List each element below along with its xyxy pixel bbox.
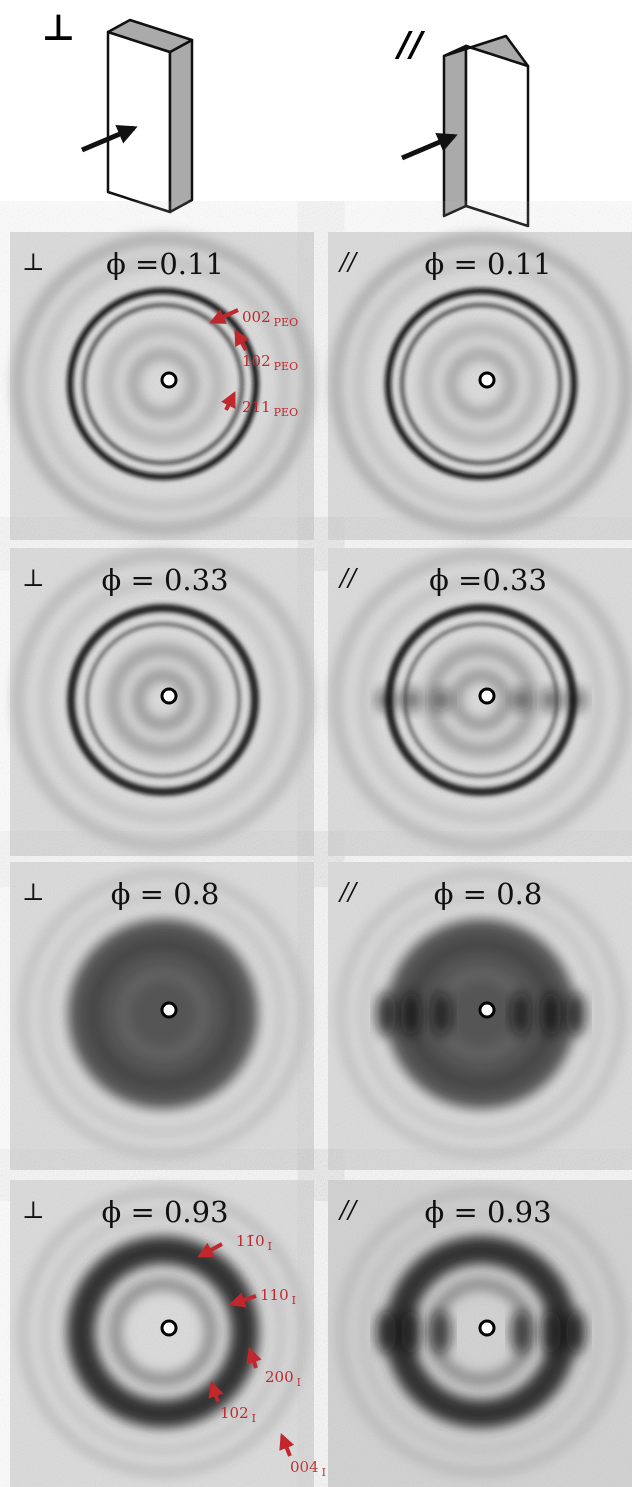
orientation-symbol: ⊥	[22, 878, 45, 906]
header-perpendicular: ⊥	[42, 8, 75, 49]
diffraction-panel: // ϕ = 0.11	[328, 232, 632, 540]
orientation-symbol: //	[338, 1196, 359, 1224]
volume-fraction-label: ϕ =0.11	[106, 247, 224, 281]
beam-stop	[162, 689, 176, 703]
equatorial-reflection	[376, 1310, 396, 1354]
volume-fraction-label: ϕ =0.33	[429, 563, 547, 597]
volume-fraction-label: ϕ = 0.93	[101, 1195, 228, 1229]
reflection-phase: I	[297, 1376, 301, 1389]
beam-stop	[480, 689, 494, 703]
equatorial-reflection	[541, 688, 561, 712]
reflection-phase: I	[252, 1412, 256, 1425]
equatorial-reflection	[566, 1310, 586, 1354]
equatorial-reflection	[566, 688, 586, 712]
reflection-label: 004I	[290, 1458, 326, 1479]
beam-stop	[162, 1003, 176, 1017]
reflection-index: 211	[242, 398, 271, 416]
figure: ⊥ // ⊥ϕ =0.11002PEO102PEO211PEO//ϕ = 0.1…	[0, 0, 632, 1487]
header-parallel: //	[394, 25, 425, 65]
volume-fraction-label: ϕ = 0.8	[111, 877, 220, 911]
orientation-symbol: ⊥	[22, 248, 45, 276]
sample-sketch-perpendicular	[82, 20, 192, 212]
reflection-index: 102	[242, 352, 271, 370]
volume-fraction-label: ϕ = 0.33	[101, 563, 228, 597]
beam-stop	[480, 1321, 494, 1335]
reflection-index: 002	[242, 308, 271, 326]
equatorial-reflection	[376, 992, 396, 1036]
diffraction-panel: // ϕ = 0.8	[328, 862, 632, 1170]
equatorial-reflection	[431, 688, 451, 712]
diffraction-panel: ⊥ ϕ = 0.33	[10, 548, 314, 856]
orientation-symbol: ⊥	[22, 564, 45, 592]
equatorial-reflection	[566, 992, 586, 1036]
equatorial-reflection	[541, 1310, 561, 1354]
equatorial-reflection	[511, 1310, 531, 1354]
volume-fraction-label: ϕ = 0.11	[424, 247, 551, 281]
reflection-index: 102	[220, 1404, 249, 1422]
reflection-phase: I	[322, 1466, 326, 1479]
reflection-index: 200	[265, 1368, 294, 1386]
beam-stop	[480, 1003, 494, 1017]
beam-stop	[162, 373, 176, 387]
reflection-phase: PEO	[274, 360, 298, 373]
beam-stop	[480, 373, 494, 387]
volume-fraction-label: ϕ = 0.8	[434, 877, 543, 911]
orientation-symbol: //	[338, 564, 359, 592]
volume-fraction-label: ϕ = 0.93	[424, 1195, 551, 1229]
orientation-symbol: ⊥	[22, 1196, 45, 1224]
equatorial-reflection	[401, 992, 421, 1036]
orientation-symbol: //	[338, 248, 359, 276]
equatorial-reflection	[376, 688, 396, 712]
equatorial-reflection	[431, 992, 451, 1036]
reflection-phase: PEO	[274, 406, 298, 419]
reflection-index: 11̄0	[236, 1232, 265, 1250]
reflection-index: 110	[260, 1286, 289, 1304]
equatorial-reflection	[541, 992, 561, 1036]
diffraction-panel: // ϕ =0.33	[328, 548, 632, 856]
reflection-phase: I	[292, 1294, 296, 1307]
equatorial-reflection	[401, 688, 421, 712]
reflection-phase: PEO	[274, 316, 298, 329]
reflection-phase: I	[268, 1240, 272, 1253]
equatorial-reflection	[431, 1310, 451, 1354]
equatorial-reflection	[401, 1310, 421, 1354]
orientation-symbol: //	[338, 878, 359, 906]
page: ⊥ // ⊥ϕ =0.11002PEO102PEO211PEO//ϕ = 0.1…	[0, 0, 632, 1487]
equatorial-reflection	[511, 992, 531, 1036]
reflection-index: 004	[290, 1458, 319, 1476]
diffraction-panel: ⊥ ϕ = 0.8	[10, 862, 314, 1170]
beam-stop	[162, 1321, 176, 1335]
diffraction-panel: // ϕ = 0.93	[328, 1180, 632, 1487]
equatorial-reflection	[511, 688, 531, 712]
